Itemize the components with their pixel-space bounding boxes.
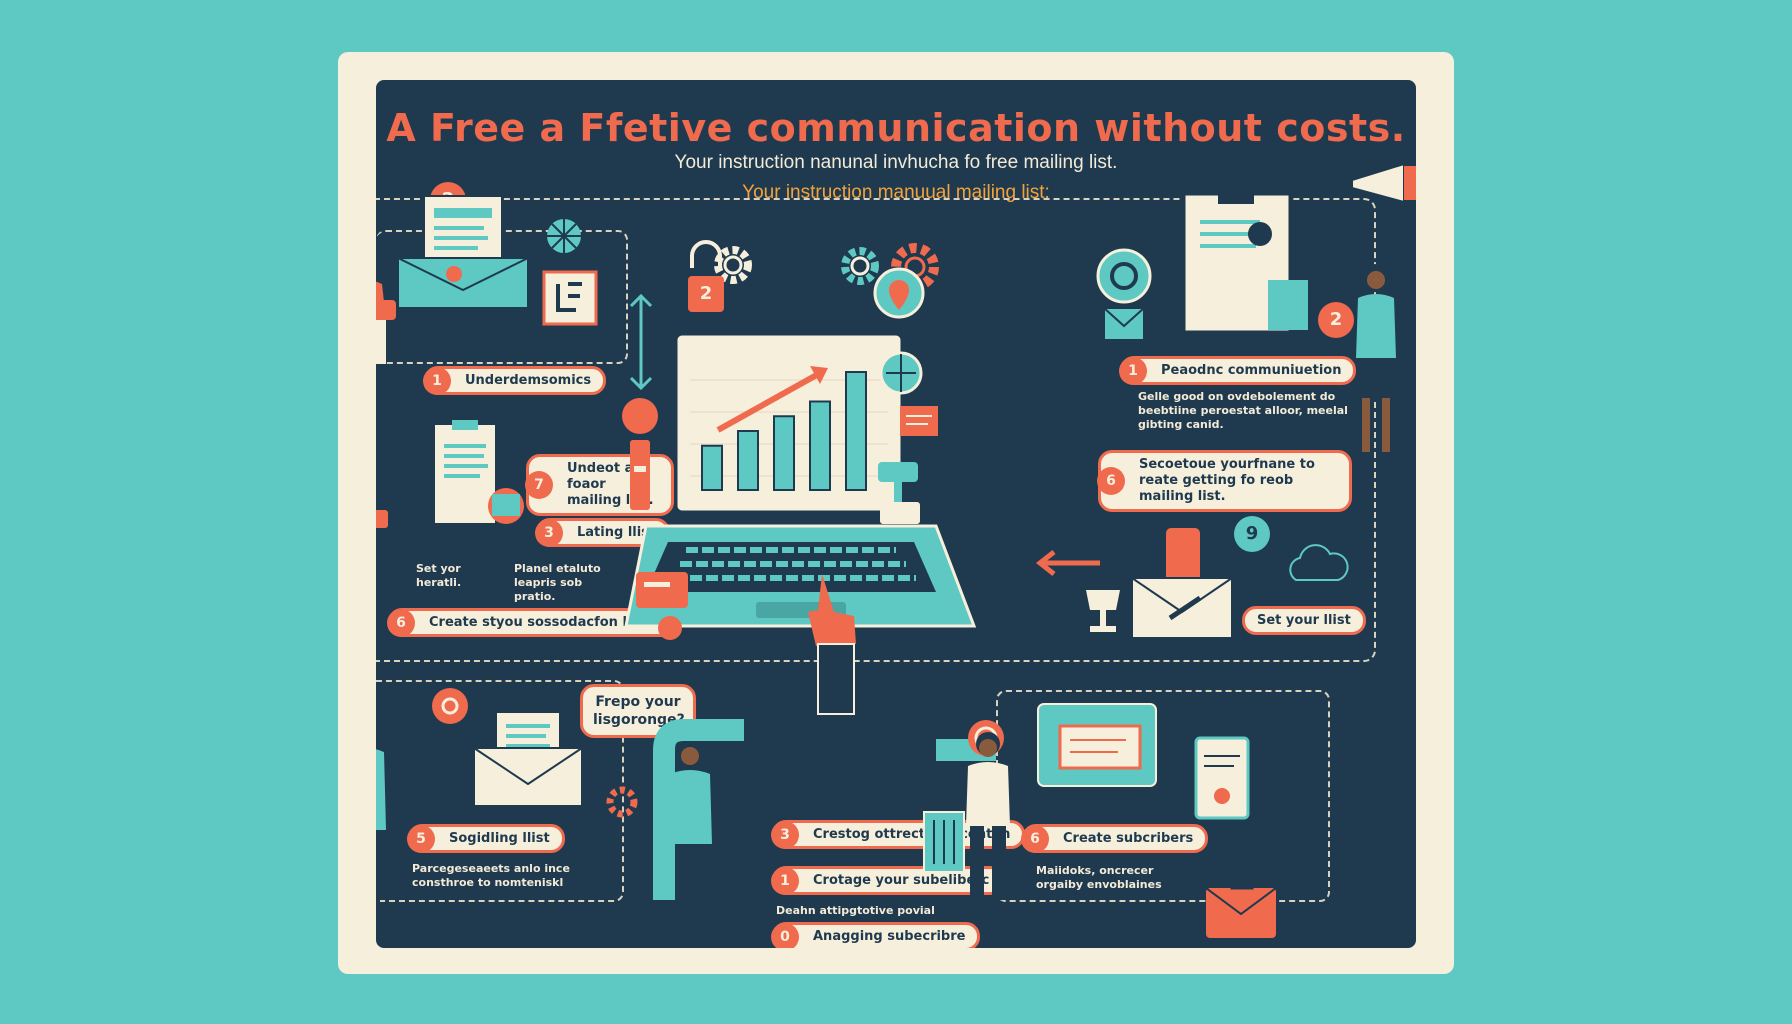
top-section-frame	[376, 198, 1376, 662]
center-note-1: Deahn attipgtotive povial	[776, 904, 935, 917]
chart-bar	[809, 400, 831, 491]
fan-icon	[547, 219, 581, 253]
right-step-1: 1 Peaodnc communiuetion	[1119, 356, 1357, 385]
gear-icon	[714, 246, 752, 284]
bottom-left-step-1-label: Sogidling llist	[449, 831, 550, 846]
page-subtitle: Your instruction nanunal invhucha fo fre…	[674, 152, 1118, 173]
left-step-4-number: 6	[387, 608, 415, 637]
center-step-1-number: 3	[771, 820, 799, 849]
infographic-board: A Free a Ffetive communication without c…	[376, 80, 1416, 948]
right-step-3: Set your llist	[1242, 606, 1366, 635]
clipboard-icon	[1182, 186, 1308, 334]
right-note: Gelle good on ovdebolement do beebtiine …	[1138, 390, 1348, 431]
chart-bar	[701, 444, 723, 491]
chart-bar	[737, 430, 759, 491]
right-step-1-label: Peaodnc communiuetion	[1161, 363, 1342, 378]
center-step-3-number: 0	[771, 922, 799, 948]
right-step-2-number: 6	[1097, 467, 1125, 495]
right-step-2-label: Secoetoue yourfnane to reate getting fo …	[1139, 457, 1315, 504]
card-icon	[636, 572, 688, 640]
left-note-a: Set yor heratli.	[416, 562, 462, 589]
bottom-left-note: Parcegeseaeets anlo ince consthroe to no…	[412, 862, 570, 889]
person-woman-3-icon	[1356, 264, 1396, 452]
step-badge-top-right: 2	[1318, 302, 1354, 338]
center-step-3: 0 Anagging subecribre	[771, 922, 981, 948]
robot-lamp-icon	[878, 462, 920, 524]
pointer-hand-icon	[808, 574, 856, 715]
g-badge: 9	[1234, 516, 1270, 552]
monitor-message-icon	[1037, 703, 1157, 787]
center-step-3-label: Anagging subecribre	[813, 929, 966, 944]
at-sign-icon	[432, 688, 468, 724]
center-step-2-number: 1	[771, 866, 799, 895]
left-step-3-number: 3	[535, 518, 563, 547]
arrow-vertical-icon	[629, 293, 653, 391]
clipboard-doc-icon	[433, 420, 524, 525]
right-step-2: 6 Secoetoue yourfnane to reate getting f…	[1097, 450, 1352, 512]
left-step-2-number: 7	[525, 471, 553, 499]
arrow-left-icon	[1035, 550, 1100, 576]
left-step-4-label: Create styou sossodacfon lo llist	[429, 615, 668, 630]
open-envelope-icon	[473, 711, 583, 807]
settings-icon	[841, 247, 879, 285]
pipe-icon	[653, 719, 744, 900]
left-step-3-label: Lating llist	[577, 525, 656, 540]
chart-bar	[773, 415, 795, 491]
center-step-2-label: Crotage your subeliberc	[813, 873, 990, 888]
center-step-2: 1 Crotage your subeliberc	[771, 866, 1005, 895]
tablet-icon	[1194, 736, 1250, 820]
person-woman-2-icon	[376, 510, 388, 528]
lock-icon	[690, 240, 722, 268]
trash-bin-icon	[923, 811, 965, 873]
left-step-1-number: 1	[423, 366, 451, 395]
left-step-1: 1 Underdemsomics	[423, 366, 607, 395]
map-globe-icon	[879, 351, 923, 395]
phone-mail-icon	[1131, 528, 1233, 639]
location-pin-icon	[873, 267, 925, 319]
bottom-left-step-1: 5 Sogidling llist	[407, 824, 565, 853]
left-note-b: Planel etaluto leapris sob pratio.	[514, 562, 601, 603]
flag-icon	[900, 406, 938, 436]
gear-small-icon	[606, 786, 638, 818]
trophy-icon	[1086, 590, 1120, 632]
bottom-right-note: Maiidoks, oncrecer orgaiby envoblaines	[1036, 864, 1162, 891]
bottom-right-step-1-number: 6	[1021, 824, 1049, 853]
page-subtitle-secondary: Your instruction manuual mailing list:	[742, 182, 1050, 203]
document-l-icon	[542, 270, 598, 326]
chart-bars	[701, 371, 867, 491]
laptop-icon	[624, 332, 977, 628]
person-man-2-icon	[668, 740, 712, 908]
cloud-icon	[1289, 544, 1349, 581]
chart-bar	[845, 371, 867, 491]
bottom-left-step-1-number: 5	[407, 824, 435, 853]
bottom-right-step-1-label: Create subcribers	[1063, 831, 1194, 846]
megaphone-icon	[1351, 162, 1416, 204]
page-title: A Free a Ffetive communication without c…	[386, 106, 1406, 150]
briefcase-icon	[1205, 872, 1277, 938]
person-woman-icon	[376, 281, 396, 364]
lock-badge: 2	[688, 276, 724, 312]
envelope-icon	[397, 195, 529, 309]
person-man-3-icon	[966, 732, 1010, 900]
bottom-right-step-1: 6 Create subcribers	[1021, 824, 1209, 853]
right-step-3-label: Set your llist	[1257, 613, 1351, 628]
lightbulb-icon	[622, 398, 658, 510]
person-man-icon	[376, 749, 386, 920]
circle-logo-icon	[1096, 248, 1152, 304]
right-step-1-number: 1	[1119, 356, 1147, 385]
left-step-1-label: Underdemsomics	[465, 373, 592, 388]
mail-small-icon	[1103, 307, 1145, 341]
